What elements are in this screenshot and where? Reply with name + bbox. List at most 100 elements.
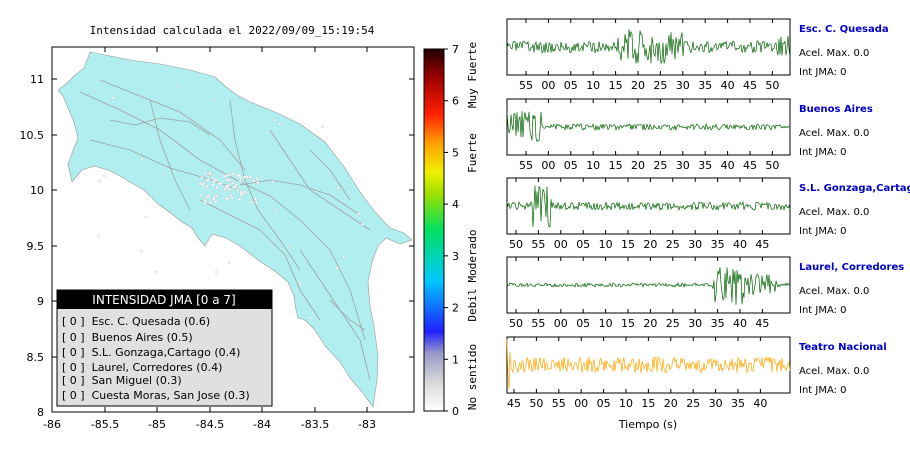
town-dot [198,194,203,198]
legend-item: [ 0 ] Buenos Aires (0.5) [62,331,193,344]
town-dot [255,177,259,181]
colorbar-label-moderado: Moderado [466,230,479,283]
legend-item: [ 0 ] S.L. Gonzaga,Cartago (0.4) [62,346,240,359]
waveform-tick-label: 05 [564,79,578,92]
waveform-trace [506,110,791,143]
town-dot [111,96,115,100]
town-dot [140,249,143,253]
town-dot [176,84,180,88]
town-dot [231,181,235,185]
town-dot [245,175,249,179]
town-dot [226,178,230,182]
waveform-tick-label: 40 [733,238,747,251]
town-dot [202,182,206,186]
waveform-tick-label: 20 [643,238,657,251]
waveform-tick-label: 00 [541,79,555,92]
waveform-tick-label: 45 [755,238,769,251]
town-dot [252,179,256,183]
legend-box [56,289,273,407]
station-accel: Acel. Max. 0.0 [799,128,869,139]
waveform-tick-label: 15 [621,238,635,251]
town-dot [225,197,229,201]
waveform-tick-label: 25 [653,79,667,92]
waveform-tick-label: 30 [688,238,702,251]
colorbar-tick-label: 0 [452,405,459,418]
waveform-tick-label: 00 [541,159,555,172]
town-dot [227,183,231,187]
town-dot [208,201,212,205]
town-dot [256,181,260,185]
town-dot [96,234,100,238]
town-dot [243,175,247,179]
waveform-trace [506,185,791,228]
waveform-tick-label: 55 [531,317,545,330]
town-dot [360,222,364,226]
town-dot [238,176,242,180]
town-dot [308,316,312,320]
legend-item: [ 0 ] Esc. C. Quesada (0.6) [62,315,210,328]
waveform-panel: 50 55 00 05 10 15 20 25 30 35 40 45 Laurel, Corredor… [506,256,904,330]
legend-item: [ 0 ] San Miguel (0.3) [62,374,182,387]
map-y-tick-label: 8.5 [27,351,45,364]
town-dot [217,182,221,186]
town-dot [225,174,229,178]
town-dot [229,193,233,197]
map-y-tick-label: 10.5 [20,129,45,142]
time-axis-label: Tiempo (s) [618,418,677,431]
station-accel: Acel. Max. 0.0 [799,48,869,59]
waveform-tick-label: 05 [564,159,578,172]
town-dot [228,173,232,177]
intensity-legend: INTENSIDAD JMA [0 a 7] [ 0 ] Esc. C. Que… [56,289,273,407]
town-dot [214,194,218,198]
waveform-tick-label: 45 [743,159,757,172]
map-x-tick-label: -83.5 [301,418,329,431]
map-x-tick-label: -85.5 [91,418,119,431]
map-y-tick-label: 11 [30,73,44,86]
town-dot [98,179,102,183]
waveform-frame [506,18,791,76]
waveform-panel: 55 00 05 10 15 20 25 30 35 40 45 50 Esc. C. Quesada A… [506,18,889,92]
colorbar-gradient [423,48,445,412]
colorbar-tick-label: 6 [452,95,459,108]
map-x-tick-label: -84.5 [196,418,224,431]
figure-title: Intensidad calculada el 2022/09/09_15:19… [90,24,375,37]
waveform-tick-label: 30 [676,159,690,172]
waveform-tick-label: 00 [574,397,588,410]
town-dot [254,200,258,204]
colorbar-label-fuerte: Fuerte [466,133,479,173]
colorbar-label-debil: Debil [466,288,479,321]
waveform-tick-label: 30 [709,397,723,410]
map-x-tick-label: -85 [148,418,166,431]
station-name: Esc. C. Quesada [799,24,889,35]
town-dot [203,201,207,205]
waveform-trace [506,29,791,64]
town-dot [235,174,239,178]
town-dot [211,176,215,180]
station-name: Laurel, Corredores [799,262,904,273]
waveform-tick-label: 50 [765,79,779,92]
town-dot [205,184,209,188]
town-dot [238,197,242,201]
town-dot [342,254,346,258]
map-x-tick-label: -83 [358,418,376,431]
station-int: Int JMA: 0 [799,385,847,396]
colorbar-tick-label: 2 [452,302,459,315]
waveform-tick-label: 10 [586,159,600,172]
map-y-tick-label: 9.5 [27,240,45,253]
waveform-tick-label: 15 [641,397,655,410]
waveform-tick-label: 10 [586,79,600,92]
town-dot [273,118,276,122]
town-dot [212,196,216,200]
waveform-tick-label: 50 [765,159,779,172]
map-y-tick-label: 9 [37,295,44,308]
waveform-tick-label: 55 [531,238,545,251]
waveform-tick-label: 25 [653,159,667,172]
station-int: Int JMA: 0 [799,226,847,237]
waveform-panel: 50 55 00 05 10 15 20 25 30 35 40 45 S.L. Gonzaga,Car… [506,177,910,251]
waveform-tick-label: 50 [509,317,523,330]
map-x-tick-label: -86 [43,418,61,431]
town-dot [271,180,275,184]
waveform-tick-label: 10 [599,317,613,330]
waveform-tick-label: 35 [711,238,725,251]
waveform-tick-label: 05 [576,317,590,330]
